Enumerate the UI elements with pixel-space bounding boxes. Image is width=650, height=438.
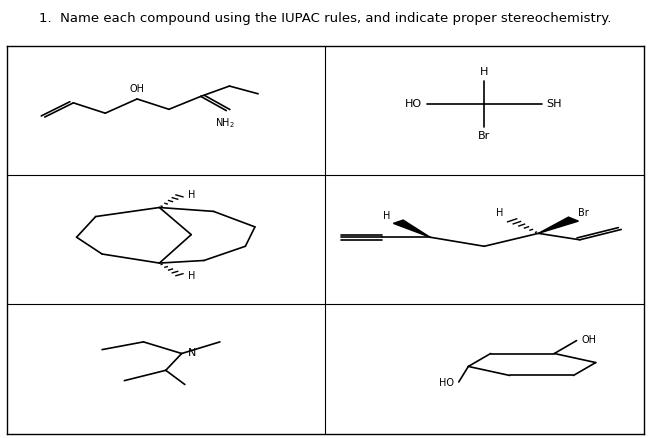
Polygon shape [393, 220, 430, 237]
Text: 1.  Name each compound using the IUPAC rules, and indicate proper stereochemistr: 1. Name each compound using the IUPAC ru… [39, 12, 612, 25]
Text: HO: HO [439, 378, 454, 388]
Text: H: H [383, 211, 390, 221]
Polygon shape [538, 217, 578, 233]
Text: H: H [188, 190, 196, 200]
Text: H: H [188, 271, 196, 281]
Text: H: H [496, 208, 503, 218]
Text: H: H [480, 67, 488, 77]
Text: N: N [187, 348, 196, 358]
Text: Br: Br [478, 131, 490, 141]
Text: SH: SH [547, 99, 562, 109]
Text: NH$_2$: NH$_2$ [214, 117, 235, 130]
Text: OH: OH [581, 335, 597, 345]
Text: Br: Br [578, 208, 589, 218]
Text: HO: HO [405, 99, 422, 109]
Text: OH: OH [129, 85, 144, 95]
